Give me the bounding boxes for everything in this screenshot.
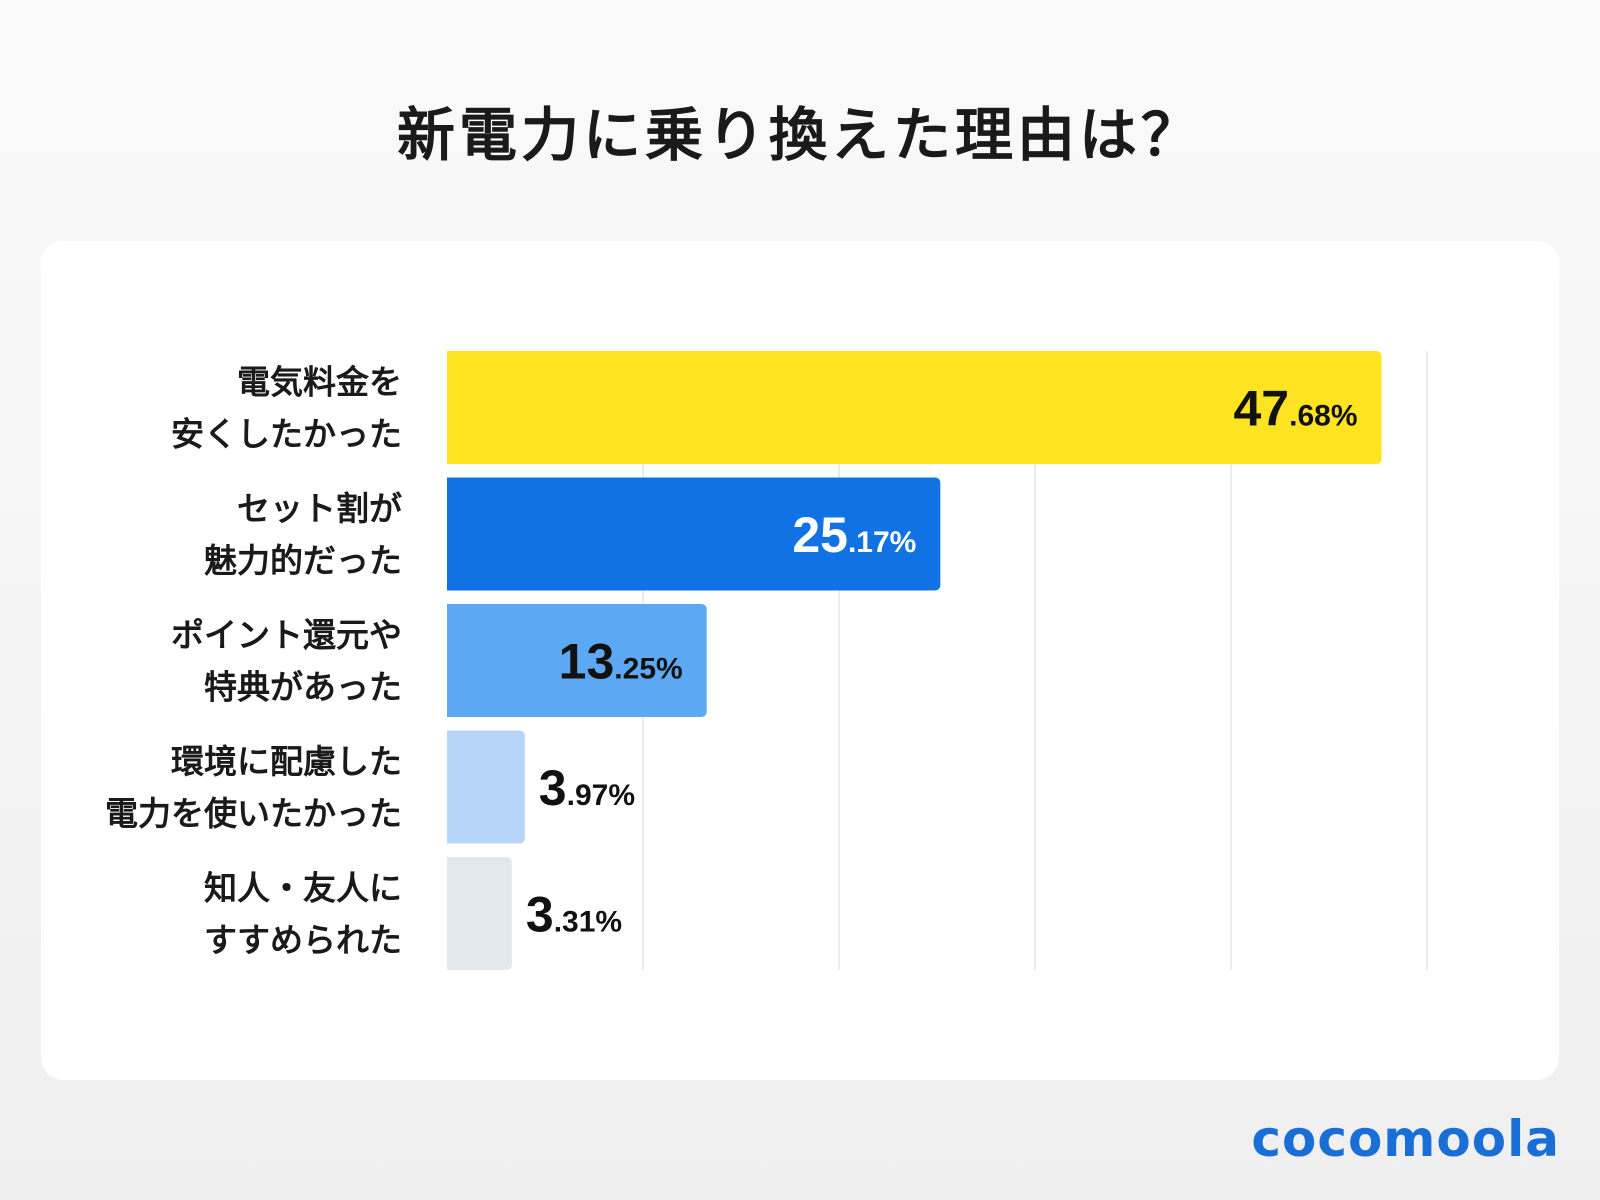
category-label: 環境に配慮した	[171, 742, 402, 781]
value-label: 25.17%	[792, 507, 916, 563]
category-label: 魅力的だった	[204, 541, 402, 580]
bar	[447, 857, 512, 970]
category-label: ポイント還元や	[171, 616, 402, 655]
category-label: 電気料金を	[237, 363, 402, 402]
value-label: 47.68%	[1234, 381, 1358, 437]
bar	[447, 477, 941, 591]
brand-logo: cocomoola	[1251, 1110, 1560, 1168]
value-label: 3.31%	[526, 887, 622, 943]
category-label: 安くしたかった	[171, 415, 402, 454]
chart-title: 新電力に乗り換えた理由は？	[396, 101, 1203, 169]
value-label: 3.97%	[539, 760, 635, 816]
category-label: すすめられた	[204, 921, 402, 960]
category-label: 電力を使いたかった	[105, 794, 402, 833]
category-label: 特典があった	[204, 668, 402, 707]
category-label: 知人・友人に	[204, 869, 402, 908]
bar	[447, 604, 707, 717]
bar	[447, 351, 1382, 464]
value-label: 13.25%	[559, 634, 683, 690]
bar	[447, 730, 525, 844]
category-label: セット割が	[237, 489, 402, 528]
